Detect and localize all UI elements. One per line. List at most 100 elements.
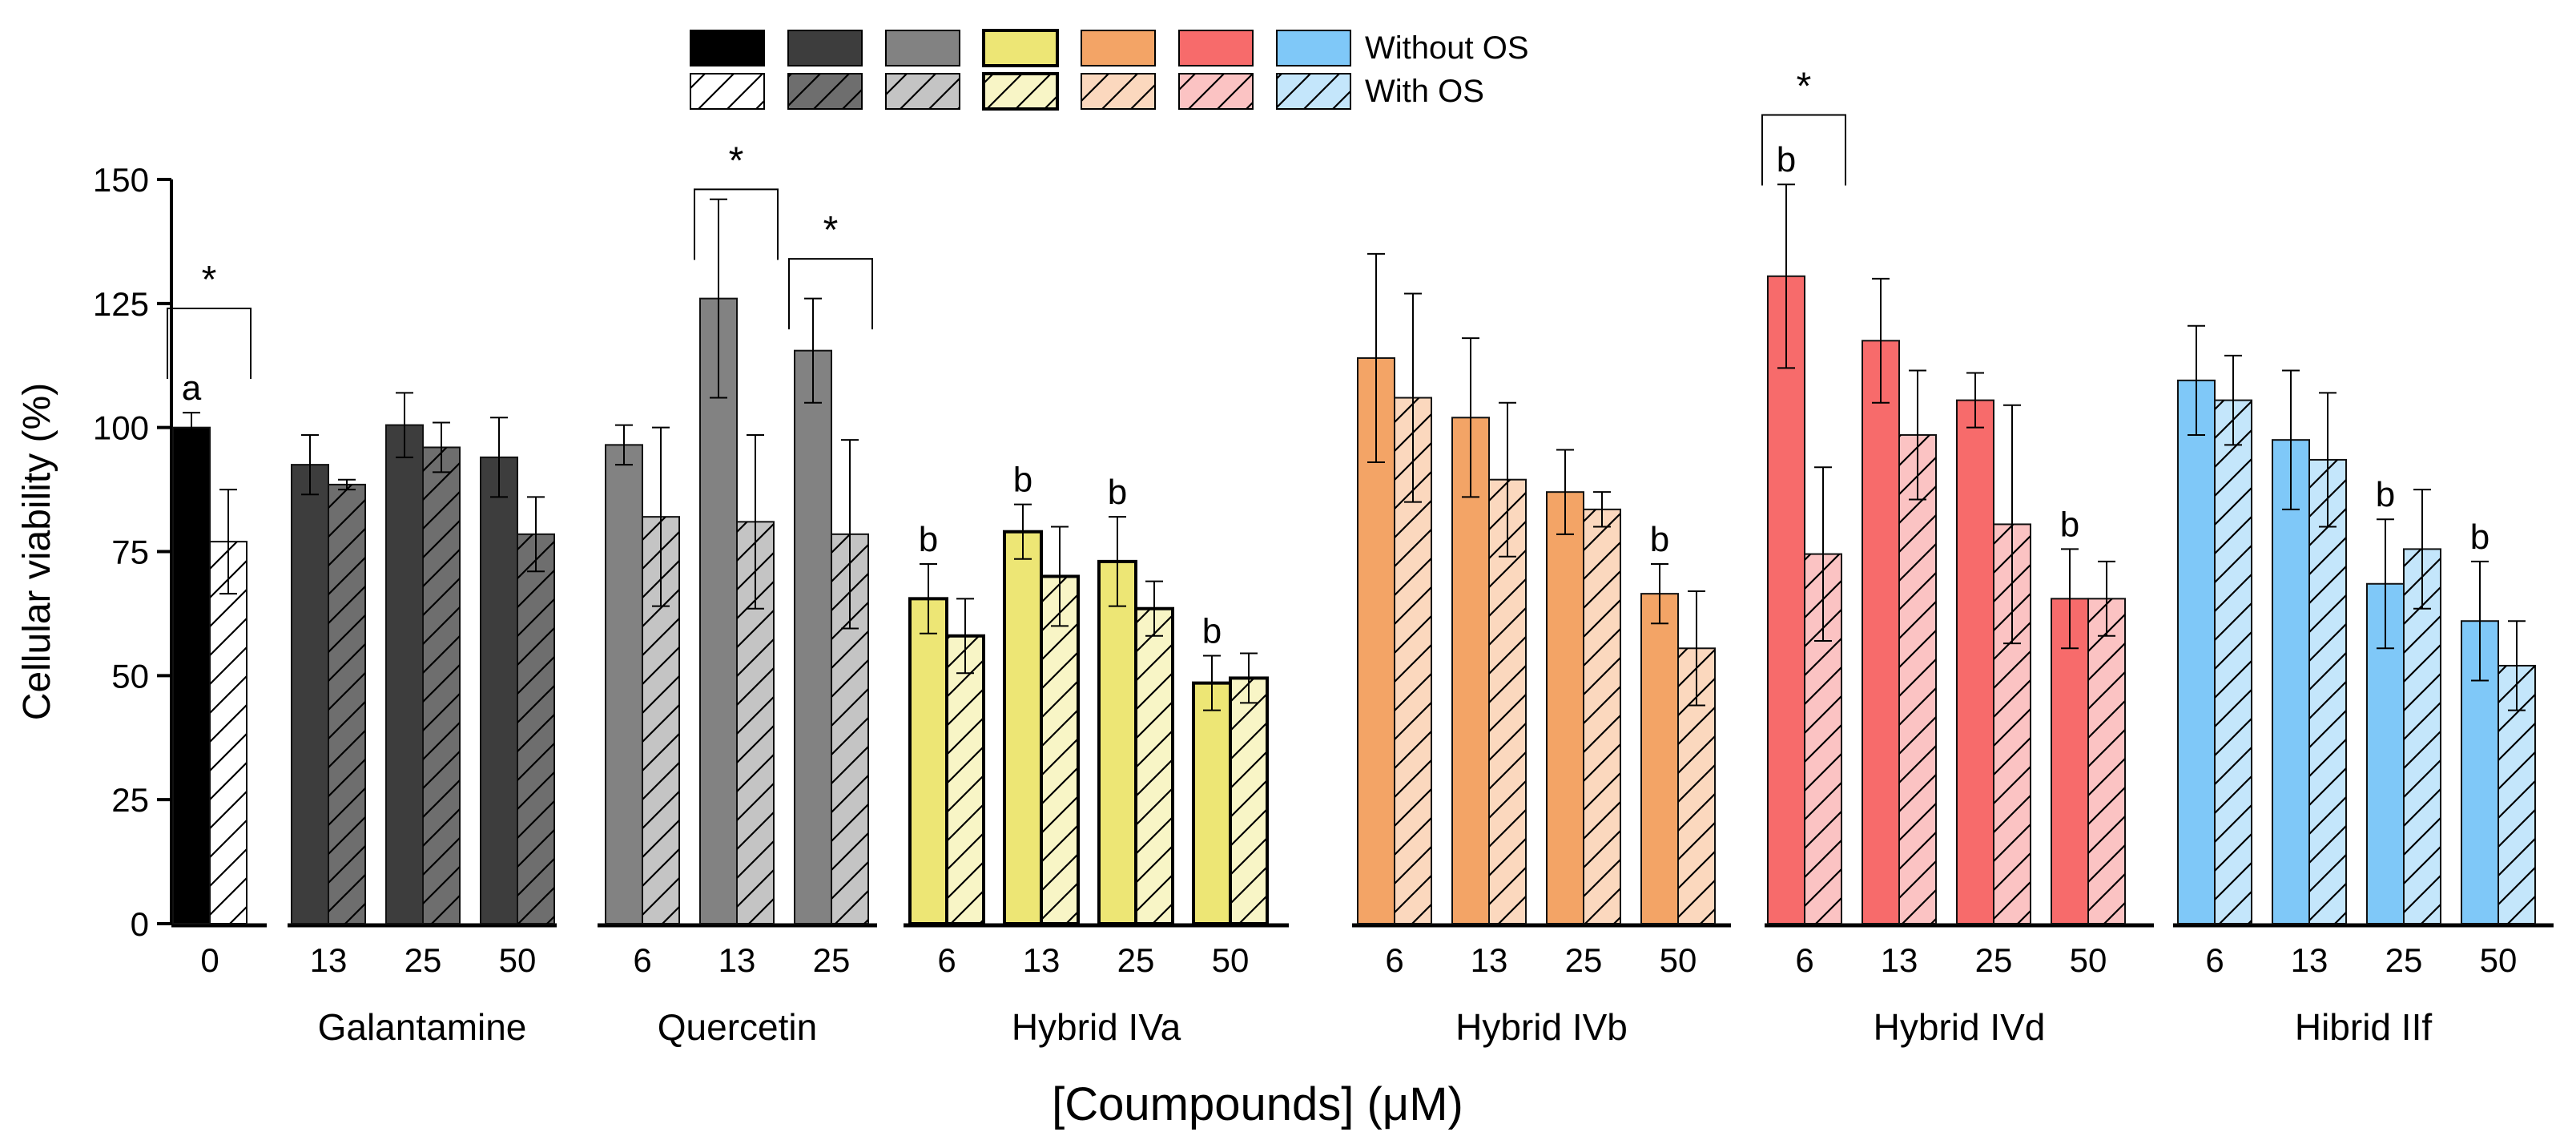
- significance-letter: b: [1108, 473, 1127, 512]
- bar-without-os: [1451, 417, 1490, 924]
- x-tick-label: 25: [813, 941, 851, 979]
- bar-with-os-hatch: [1584, 509, 1620, 924]
- bar-with-os-hatch: [210, 542, 247, 924]
- group-label: Hibrid IIf: [2295, 1006, 2432, 1048]
- x-tick-label: 13: [1023, 941, 1061, 979]
- group-label: Hybrid IVd: [1874, 1006, 2046, 1048]
- legend-label-with-os: With OS: [1365, 74, 1484, 109]
- x-tick-label: 13: [718, 941, 756, 979]
- bar-without-os: [480, 456, 518, 924]
- x-tick-label: 50: [2070, 941, 2107, 979]
- x-tick-label: 13: [1881, 941, 1918, 979]
- bar-group: 6 13 25 b 50 b Hibrid IIf: [2173, 324, 2554, 1048]
- bar-without-os: [1546, 491, 1584, 924]
- bar-without-os: [1097, 559, 1137, 925]
- bar-without-os: [699, 297, 738, 924]
- significance-bracket: [167, 308, 252, 380]
- legend-swatch-without-os: [885, 30, 960, 66]
- bar-with-os-hatch: [1899, 434, 1936, 924]
- bar-without-os: [1862, 340, 1900, 924]
- bar-group: 6 13 25 Quercetin: [598, 198, 877, 1048]
- bar-with-os-hatch: [423, 447, 460, 924]
- bar-without-os: [1003, 530, 1043, 926]
- legend-swatch-without-os: [1081, 30, 1156, 66]
- x-tick-label: 6: [2205, 941, 2224, 979]
- x-tick-label: 13: [2291, 941, 2328, 979]
- y-axis-label: Cellular viability (%): [16, 383, 58, 720]
- bar-with-os-hatch: [2215, 400, 2252, 924]
- x-tick-label: 25: [1117, 941, 1155, 979]
- x-tick-label: 6: [937, 941, 956, 979]
- bar-group: 13 25 50 Galantamine: [288, 392, 557, 1048]
- bar-without-os: [1192, 681, 1232, 926]
- legend-swatch-without-os: [982, 29, 1059, 67]
- bar-without-os: [1640, 593, 1679, 924]
- bar-without-os: [2177, 379, 2216, 924]
- significance-letter: b: [2060, 505, 2079, 544]
- bar-with-os-hatch: [328, 484, 365, 924]
- x-tick-label: 13: [310, 941, 348, 979]
- x-tick-label: 50: [1660, 941, 1697, 979]
- bar-with-os-hatch: [517, 534, 554, 924]
- significance-star: *: [202, 259, 217, 301]
- significance-letter: a: [182, 369, 202, 408]
- significance-letter: b: [1013, 461, 1032, 500]
- legend-swatch-hatch: [984, 74, 1057, 109]
- significance-star: *: [729, 139, 744, 182]
- legend-swatch-hatch: [886, 74, 960, 109]
- legend-swatch-hatch: [690, 74, 764, 109]
- group-label: Hybrid IVb: [1455, 1006, 1628, 1048]
- bar-without-os: [1956, 399, 1994, 924]
- group-label: Quercetin: [658, 1006, 817, 1048]
- bar-group: 6 13 25 50 b Hybrid IVb: [1352, 252, 1731, 1048]
- x-tick-label: 6: [1795, 941, 1813, 979]
- y-tick-label: 0: [131, 905, 149, 943]
- x-tick-label: 25: [405, 941, 442, 979]
- bar-with-os-hatch: [2088, 598, 2125, 924]
- bar-without-os: [605, 444, 643, 924]
- group-label: Hybrid IVa: [1012, 1006, 1181, 1048]
- bar-group: 0a: [171, 369, 267, 979]
- x-tick-label: 25: [2385, 941, 2423, 979]
- x-tick-label: 6: [633, 941, 651, 979]
- x-tick-label: 13: [1471, 941, 1508, 979]
- legend: Without OS With OS: [690, 29, 1529, 111]
- legend-swatch-hatch: [1179, 74, 1253, 109]
- bar-without-os: [385, 424, 424, 924]
- legend-swatch-hatch: [1081, 74, 1155, 109]
- bar-with-os-hatch: [1041, 576, 1078, 924]
- bar-without-os: [291, 464, 329, 924]
- axes: 0 25 50 75 100 125 150 Cellular viability (%) [C…: [16, 161, 1463, 1130]
- y-tick-label: 50: [111, 657, 149, 695]
- legend-swatch-hatch: [788, 74, 862, 109]
- significance-letter: b: [1650, 520, 1669, 559]
- x-tick-label: 50: [2480, 941, 2518, 979]
- legend-swatch-without-os: [1276, 30, 1351, 66]
- bar-with-os-hatch: [1230, 678, 1267, 924]
- bar-without-os: [1767, 275, 1805, 924]
- annotations: * * * *: [167, 65, 1846, 380]
- legend-swatch-without-os: [787, 30, 863, 66]
- significance-bracket: [788, 258, 873, 330]
- bar-with-os-hatch: [2309, 459, 2346, 924]
- y-tick-label: 100: [93, 409, 149, 447]
- bar-without-os: [794, 349, 832, 925]
- y-tick-label: 150: [93, 161, 149, 199]
- x-tick-label: 25: [1975, 941, 2013, 979]
- legend-swatch-without-os: [690, 30, 765, 66]
- x-tick-label: 6: [1385, 941, 1403, 979]
- bar-without-os: [2051, 598, 2089, 924]
- bar-without-os: [172, 426, 211, 924]
- significance-star: *: [1797, 65, 1812, 107]
- y-tick-label: 125: [93, 285, 149, 323]
- x-tick-label: 25: [1565, 941, 1603, 979]
- bar-with-os-hatch: [1136, 608, 1173, 924]
- x-tick-label: 0: [200, 941, 219, 979]
- significance-letter: b: [1777, 140, 1796, 179]
- significance-bracket: [1761, 114, 1846, 186]
- significance-letter: b: [2470, 518, 2489, 557]
- significance-star: *: [823, 209, 839, 252]
- bar-without-os: [2272, 439, 2310, 924]
